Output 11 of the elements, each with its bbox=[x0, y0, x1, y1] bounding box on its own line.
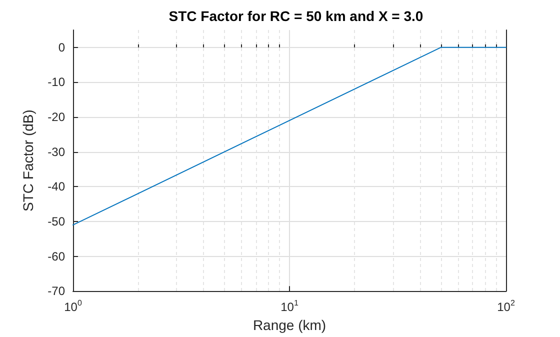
y-tick-label: -10 bbox=[48, 75, 66, 90]
y-tick-label: -40 bbox=[48, 180, 66, 194]
y-tick-label: -20 bbox=[48, 110, 66, 124]
y-tick-label: -70 bbox=[48, 284, 66, 298]
x-axis-title: Range (km) bbox=[252, 317, 326, 333]
y-tick-label: -30 bbox=[48, 144, 66, 159]
y-tick-label: -60 bbox=[48, 249, 66, 264]
y-tick-label: 0 bbox=[58, 40, 66, 54]
y-axis-title: STC Factor (dB) bbox=[20, 110, 36, 212]
y-tick-label: -50 bbox=[48, 214, 66, 228]
chart-title: STC Factor for RC = 50 km and X = 3.0 bbox=[168, 8, 424, 24]
